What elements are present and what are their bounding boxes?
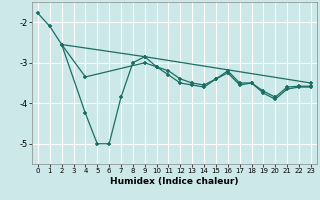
X-axis label: Humidex (Indice chaleur): Humidex (Indice chaleur) xyxy=(110,177,239,186)
